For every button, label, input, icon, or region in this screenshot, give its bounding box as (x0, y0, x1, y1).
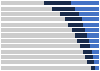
Bar (85, 28, 99, 32)
Bar (1, 39, 77, 43)
Bar (71, 1, 99, 5)
Bar (90, 44, 99, 48)
Bar (95, 66, 99, 70)
Bar (79, 12, 99, 16)
Bar (44, 1, 71, 5)
Bar (1, 34, 74, 37)
Bar (1, 17, 65, 21)
Bar (68, 23, 83, 27)
Bar (1, 60, 87, 64)
Bar (1, 44, 80, 48)
Bar (87, 60, 94, 64)
Bar (83, 23, 99, 27)
Bar (1, 12, 60, 16)
Bar (87, 34, 99, 37)
Bar (82, 17, 99, 21)
Bar (52, 7, 76, 11)
Bar (93, 55, 99, 59)
Bar (1, 66, 91, 70)
Bar (91, 66, 95, 70)
Bar (92, 50, 99, 54)
Bar (1, 1, 44, 5)
Bar (60, 12, 79, 16)
Bar (80, 44, 90, 48)
Bar (1, 50, 83, 54)
Bar (83, 50, 92, 54)
Bar (76, 7, 99, 11)
Bar (72, 28, 85, 32)
Bar (89, 39, 99, 43)
Bar (74, 34, 87, 37)
Bar (94, 60, 99, 64)
Bar (65, 17, 82, 21)
Bar (1, 28, 72, 32)
Bar (85, 55, 93, 59)
Bar (1, 7, 52, 11)
Bar (1, 55, 85, 59)
Bar (77, 39, 89, 43)
Bar (1, 23, 68, 27)
